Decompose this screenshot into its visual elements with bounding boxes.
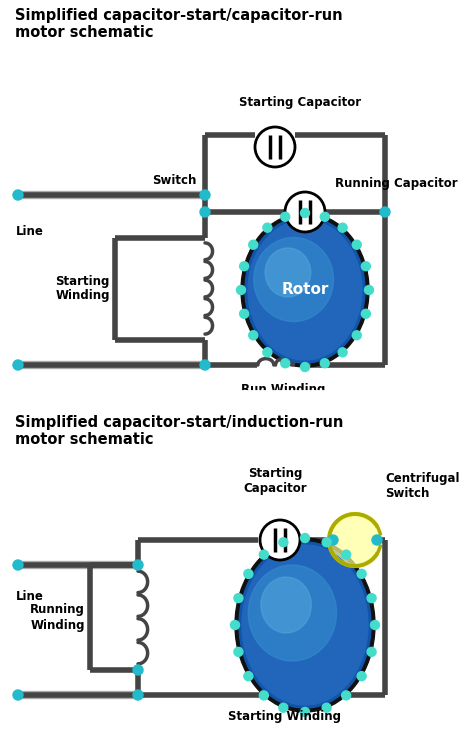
Circle shape	[13, 560, 23, 570]
Circle shape	[380, 207, 390, 217]
Ellipse shape	[248, 220, 362, 360]
Circle shape	[320, 359, 329, 367]
Circle shape	[13, 690, 23, 700]
Circle shape	[263, 223, 272, 232]
Circle shape	[237, 285, 246, 294]
Text: Simplified capacitor-start/capacitor-run
motor schematic: Simplified capacitor-start/capacitor-run…	[15, 8, 343, 40]
Circle shape	[255, 127, 295, 167]
Circle shape	[285, 192, 325, 232]
Circle shape	[338, 223, 347, 232]
Circle shape	[263, 348, 272, 356]
Circle shape	[352, 331, 361, 340]
Circle shape	[200, 360, 210, 370]
Ellipse shape	[265, 248, 310, 297]
Ellipse shape	[239, 542, 371, 708]
Circle shape	[260, 520, 300, 560]
Circle shape	[361, 262, 370, 271]
Text: Run Winding: Run Winding	[241, 383, 325, 396]
Ellipse shape	[241, 213, 369, 367]
Ellipse shape	[329, 514, 381, 566]
Circle shape	[301, 362, 310, 372]
Circle shape	[322, 703, 331, 712]
Circle shape	[322, 538, 331, 547]
Circle shape	[367, 647, 376, 657]
Circle shape	[301, 534, 310, 542]
Circle shape	[240, 310, 249, 318]
Circle shape	[367, 594, 376, 602]
Circle shape	[328, 535, 338, 545]
Circle shape	[372, 535, 382, 545]
Circle shape	[240, 262, 249, 271]
Circle shape	[200, 190, 210, 200]
Circle shape	[230, 621, 239, 630]
Circle shape	[342, 550, 351, 559]
Ellipse shape	[245, 217, 365, 363]
Circle shape	[249, 240, 258, 249]
Circle shape	[320, 212, 329, 221]
Circle shape	[352, 240, 361, 249]
Circle shape	[259, 550, 268, 559]
Circle shape	[361, 310, 370, 318]
Circle shape	[301, 708, 310, 717]
Circle shape	[133, 665, 143, 675]
Ellipse shape	[261, 577, 311, 633]
Text: Starting
Capacitor: Starting Capacitor	[243, 467, 307, 495]
Circle shape	[357, 569, 366, 578]
Text: Line: Line	[16, 590, 44, 603]
Ellipse shape	[242, 545, 368, 705]
Text: Switch: Switch	[153, 174, 197, 187]
Circle shape	[279, 538, 288, 547]
Circle shape	[133, 560, 143, 570]
Circle shape	[234, 594, 243, 602]
Circle shape	[357, 672, 366, 681]
Ellipse shape	[248, 565, 337, 661]
Circle shape	[259, 691, 268, 700]
Circle shape	[281, 212, 290, 221]
Circle shape	[249, 331, 258, 340]
Circle shape	[342, 691, 351, 700]
Text: Running
Winding: Running Winding	[30, 603, 85, 632]
Ellipse shape	[235, 538, 375, 712]
Circle shape	[279, 703, 288, 712]
Circle shape	[234, 647, 243, 657]
Circle shape	[13, 360, 23, 370]
Circle shape	[281, 359, 290, 367]
Circle shape	[133, 690, 143, 700]
Circle shape	[244, 672, 253, 681]
Ellipse shape	[254, 237, 334, 321]
Text: Starting Winding: Starting Winding	[228, 710, 341, 723]
Circle shape	[13, 190, 23, 200]
Text: Starting
Winding: Starting Winding	[55, 274, 110, 302]
Circle shape	[200, 207, 210, 217]
Circle shape	[371, 621, 380, 630]
Circle shape	[301, 209, 310, 217]
Text: Centrifugal
Switch: Centrifugal Switch	[385, 472, 459, 500]
Circle shape	[365, 285, 374, 294]
Text: Running Capacitor: Running Capacitor	[335, 177, 457, 190]
Text: Rotor: Rotor	[281, 283, 328, 297]
Text: Starting Capacitor: Starting Capacitor	[239, 96, 361, 109]
Circle shape	[338, 348, 347, 356]
Text: Simplified capacitor-start/induction-run
motor schematic: Simplified capacitor-start/induction-run…	[15, 415, 343, 447]
Text: Line: Line	[16, 225, 44, 238]
Circle shape	[244, 569, 253, 578]
